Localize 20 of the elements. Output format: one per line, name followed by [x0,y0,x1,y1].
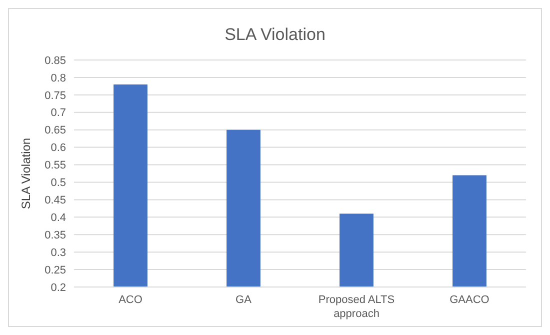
y-tick-label: 0.35 [44,229,66,242]
x-tick-label: GA [236,294,252,306]
y-axis-title: SLA Violation [19,138,33,210]
y-tick-label: 0.85 [44,54,66,67]
y-tick-label: 0.4 [50,212,66,224]
y-tick-label: 0.5 [50,177,66,190]
y-tick-label: 0.55 [44,160,66,172]
chart-title: SLA Violation [224,25,326,44]
x-tick-label: ACO [118,294,143,306]
y-tick-label: 0.7 [50,107,66,120]
y-tick-label: 0.75 [44,90,66,102]
y-tick-label: 0.6 [50,142,66,154]
y-tick-label: 0.25 [44,264,66,276]
x-tick-label: GAACO [450,294,490,306]
y-tick-label: 0.2 [50,282,66,294]
y-tick-label: 0.3 [50,246,66,259]
y-tick-label: 0.65 [44,124,66,137]
y-tick-label: 0.45 [44,194,66,207]
y-tick-label: 0.8 [50,72,66,84]
x-tick-label: Proposed ALTS approach [318,294,395,320]
